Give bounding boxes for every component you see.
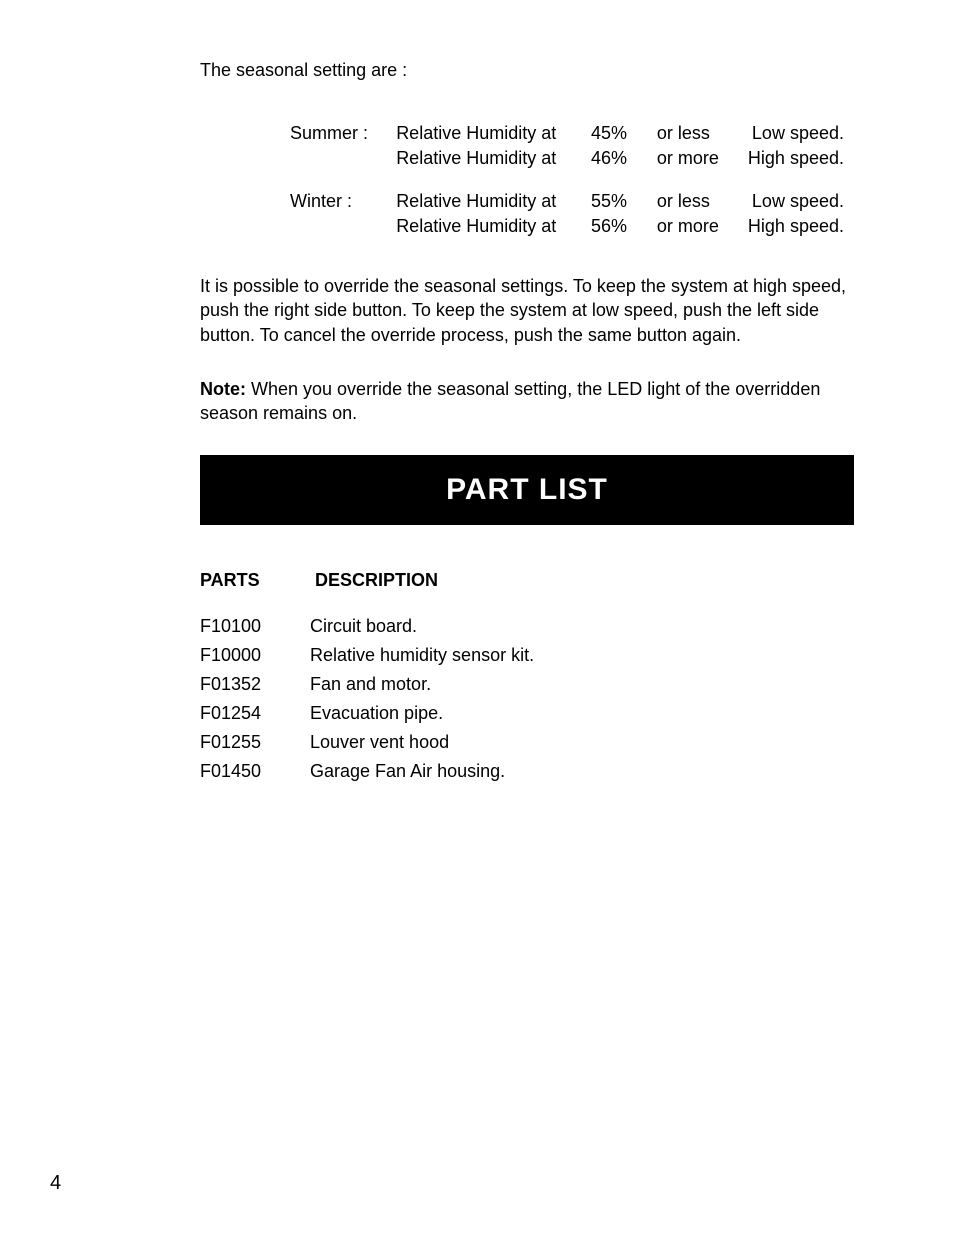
season-cell: [290, 146, 396, 171]
note-paragraph: Note: When you override the seasonal set…: [200, 377, 854, 426]
season-cell: Summer :: [290, 121, 396, 146]
speed-cell: Low speed.: [748, 121, 854, 146]
note-text: When you override the seasonal setting, …: [200, 379, 820, 423]
settings-row: Summer :Relative Humidity at45%or lessLo…: [290, 121, 854, 146]
settings-row: [290, 171, 854, 189]
settings-row: Relative Humidity at56%or moreHigh speed…: [290, 214, 854, 239]
part-code: F01352: [200, 674, 310, 695]
part-code: F10000: [200, 645, 310, 666]
part-code: F10100: [200, 616, 310, 637]
cond-cell: or more: [657, 214, 748, 239]
parts-row: F10100Circuit board.: [200, 616, 854, 637]
part-code: F01450: [200, 761, 310, 782]
part-description: Evacuation pipe.: [310, 703, 443, 724]
pct-cell: 55%: [591, 189, 657, 214]
pct-cell: 46%: [591, 146, 657, 171]
section-header-part-list: PART LIST: [200, 455, 854, 525]
season-cell: [290, 214, 396, 239]
intro-text: The seasonal setting are :: [200, 60, 854, 81]
parts-table-header: PARTS DESCRIPTION: [200, 570, 854, 591]
desc-cell: Relative Humidity at: [396, 146, 591, 171]
parts-row: F10000Relative humidity sensor kit.: [200, 645, 854, 666]
settings-row: Relative Humidity at46%or moreHigh speed…: [290, 146, 854, 171]
part-description: Relative humidity sensor kit.: [310, 645, 534, 666]
override-paragraph: It is possible to override the seasonal …: [200, 274, 854, 347]
desc-cell: Relative Humidity at: [396, 189, 591, 214]
pct-cell: 56%: [591, 214, 657, 239]
part-description: Circuit board.: [310, 616, 417, 637]
cond-cell: or less: [657, 189, 748, 214]
speed-cell: High speed.: [748, 146, 854, 171]
part-description: Garage Fan Air housing.: [310, 761, 505, 782]
cond-cell: or more: [657, 146, 748, 171]
parts-table: PARTS DESCRIPTION F10100Circuit board.F1…: [200, 570, 854, 782]
speed-cell: High speed.: [748, 214, 854, 239]
part-description: Fan and motor.: [310, 674, 431, 695]
parts-row: F01254Evacuation pipe.: [200, 703, 854, 724]
part-code: F01255: [200, 732, 310, 753]
desc-cell: Relative Humidity at: [396, 214, 591, 239]
desc-cell: Relative Humidity at: [396, 121, 591, 146]
note-label: Note:: [200, 379, 246, 399]
parts-row: F01450Garage Fan Air housing.: [200, 761, 854, 782]
pct-cell: 45%: [591, 121, 657, 146]
page-number: 4: [50, 1172, 61, 1195]
seasonal-settings-table: Summer :Relative Humidity at45%or lessLo…: [290, 121, 854, 239]
cond-cell: or less: [657, 121, 748, 146]
parts-header-parts: PARTS: [200, 570, 310, 591]
parts-row: F01255Louver vent hood: [200, 732, 854, 753]
season-cell: Winter :: [290, 189, 396, 214]
part-code: F01254: [200, 703, 310, 724]
parts-header-desc: DESCRIPTION: [315, 570, 438, 591]
settings-row: Winter :Relative Humidity at55%or lessLo…: [290, 189, 854, 214]
speed-cell: Low speed.: [748, 189, 854, 214]
parts-row: F01352Fan and motor.: [200, 674, 854, 695]
part-description: Louver vent hood: [310, 732, 449, 753]
